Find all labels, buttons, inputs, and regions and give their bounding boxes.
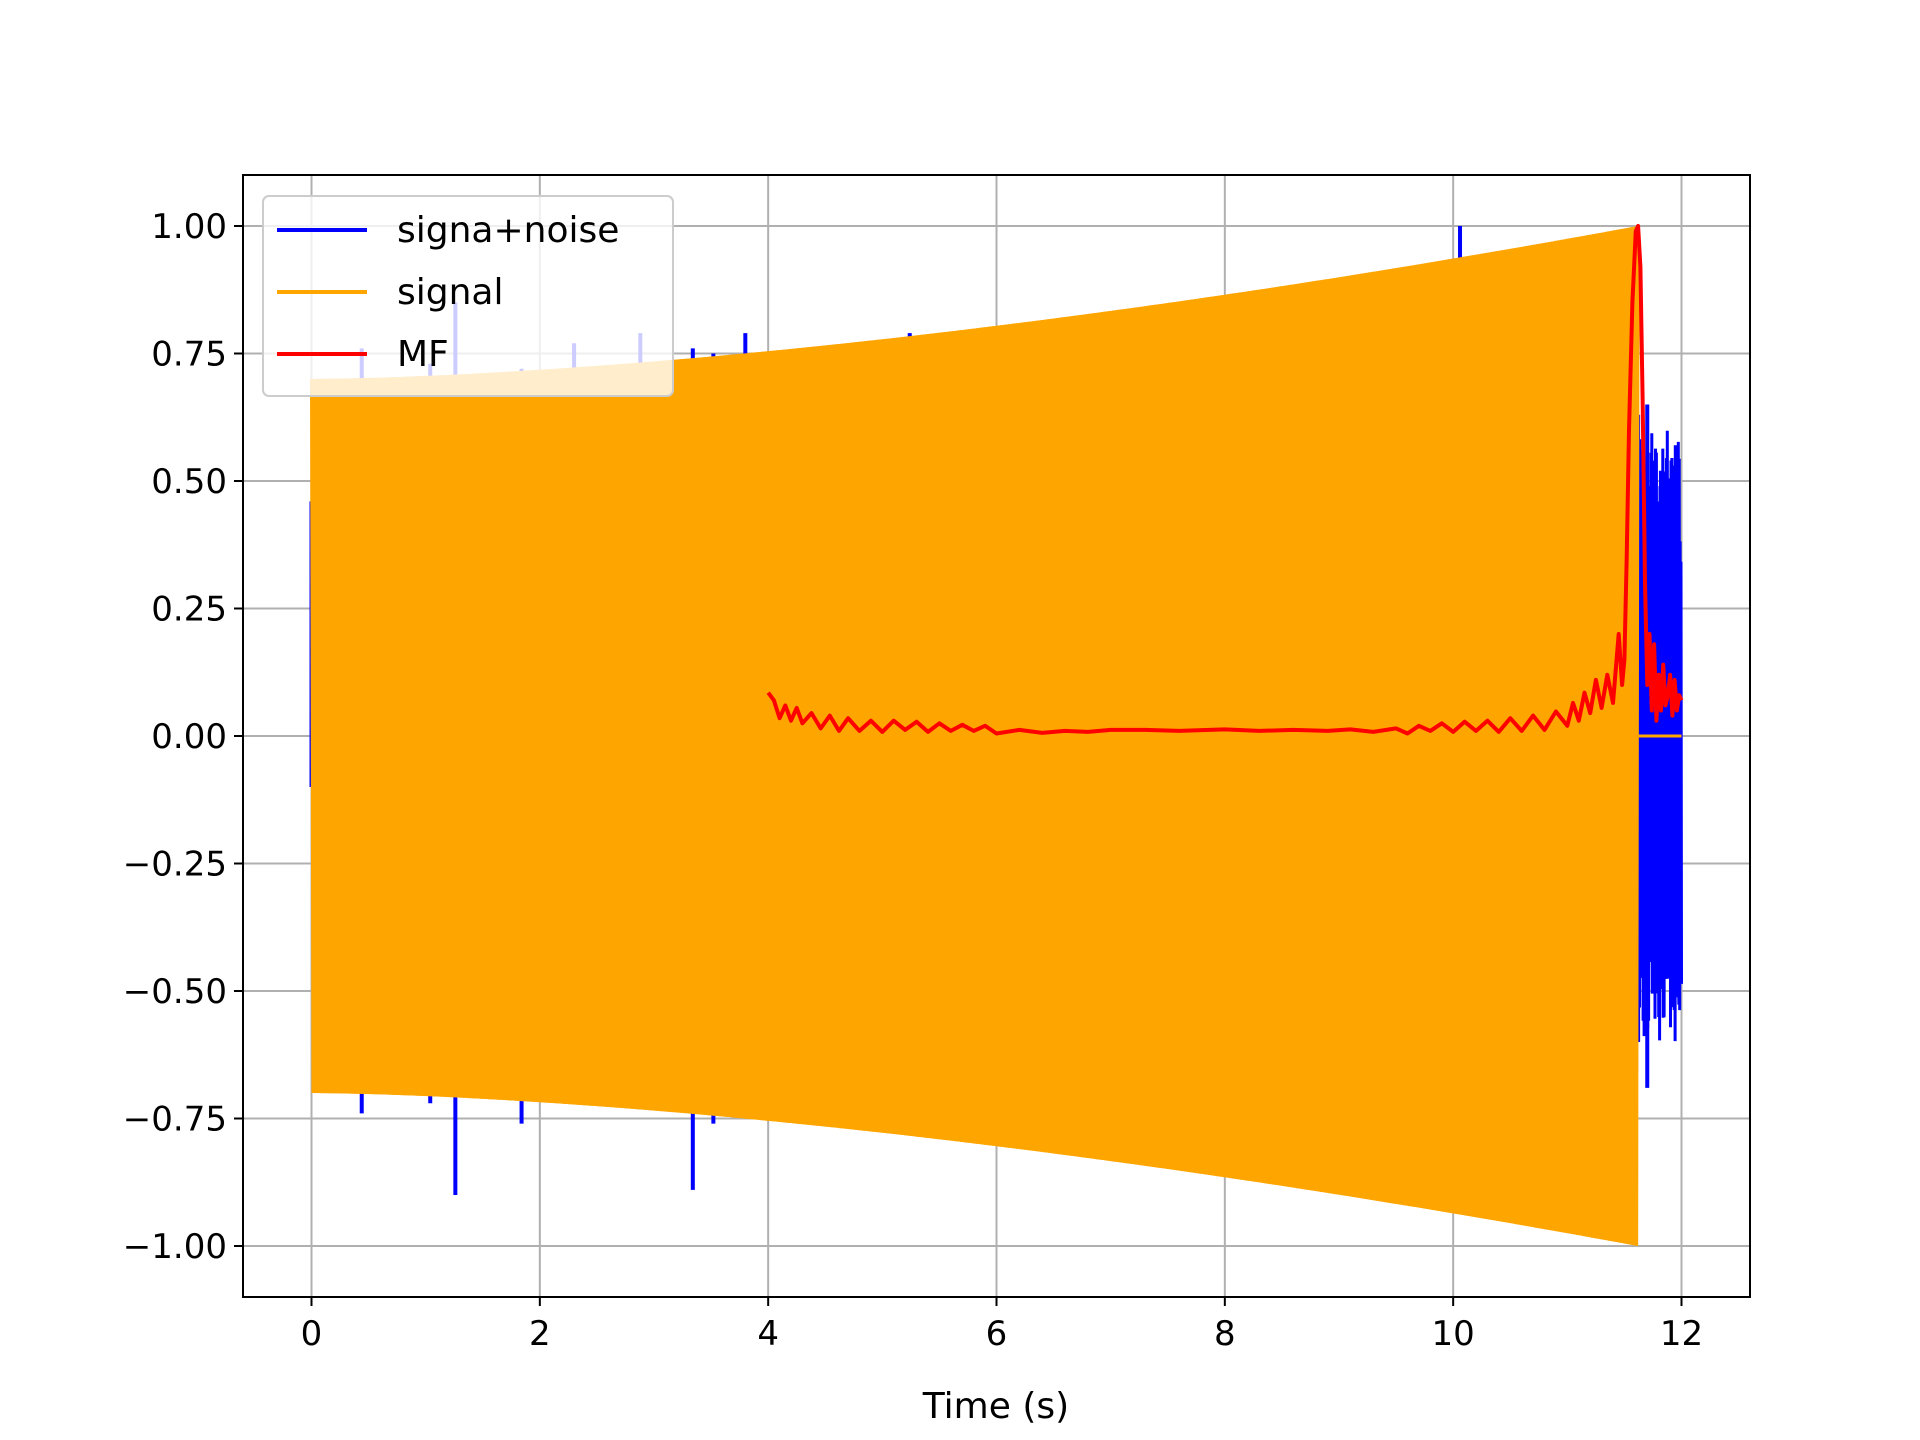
y-tick-label: −0.25 bbox=[123, 845, 227, 885]
legend-label: signal bbox=[397, 272, 504, 313]
mf-line bbox=[766, 224, 1684, 736]
ticks: 0 2 4 6 8 10 12 1.00 0.75 0.50 0.25 0.00 −0.25 −0.50 −… bbox=[123, 207, 1703, 1354]
x-axis-label: Time (s) bbox=[922, 1386, 1069, 1427]
x-tick-label: 10 bbox=[1432, 1314, 1475, 1354]
x-tick-label: 4 bbox=[757, 1314, 779, 1354]
x-tick-label: 8 bbox=[1214, 1314, 1236, 1354]
y-tick-label: −0.75 bbox=[123, 1100, 227, 1140]
x-tick-label: 12 bbox=[1660, 1314, 1703, 1354]
y-tick-label: 0.00 bbox=[151, 717, 227, 757]
y-tick-label: −1.00 bbox=[123, 1227, 227, 1267]
legend-box bbox=[262, 195, 674, 397]
y-tick-label: −0.50 bbox=[123, 972, 227, 1012]
series-layer bbox=[309, 224, 1684, 1246]
legend-label: signa+noise bbox=[397, 210, 619, 251]
legend-label: MF bbox=[397, 334, 449, 375]
x-tick-label: 2 bbox=[529, 1314, 551, 1354]
legend: signa+noise signal MF bbox=[262, 195, 674, 397]
y-tick-label: 0.75 bbox=[151, 335, 227, 375]
y-tick-label: 0.25 bbox=[151, 590, 227, 630]
x-tick-label: 0 bbox=[301, 1314, 323, 1354]
y-tick-label: 1.00 bbox=[151, 207, 227, 247]
x-tick-label: 6 bbox=[986, 1314, 1008, 1354]
y-tick-label: 0.50 bbox=[151, 462, 227, 502]
